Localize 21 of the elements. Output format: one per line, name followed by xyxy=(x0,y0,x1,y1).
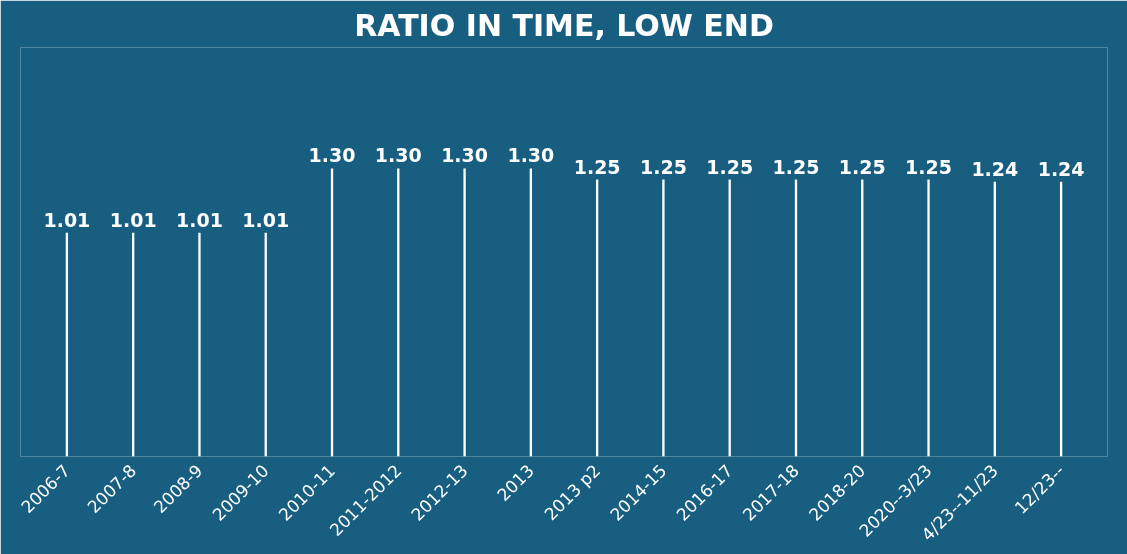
data-label: 1.25 xyxy=(573,155,621,178)
data-label: 1.01 xyxy=(109,208,157,231)
data-label: 1.30 xyxy=(374,144,422,167)
data-label: 1.01 xyxy=(43,208,91,231)
data-label: 1.24 xyxy=(1037,157,1085,180)
bar xyxy=(198,232,201,457)
data-label: 1.25 xyxy=(706,155,754,178)
chart-title: RATIO IN TIME, LOW END xyxy=(354,7,774,43)
data-label: 1.25 xyxy=(905,155,952,178)
data-label: 1.25 xyxy=(838,155,886,178)
data-label: 1.24 xyxy=(971,157,1019,180)
data-label: 1.01 xyxy=(242,208,290,231)
data-label: 1.30 xyxy=(507,144,555,167)
data-label: 1.01 xyxy=(176,208,223,231)
data-label: 1.30 xyxy=(441,144,489,167)
bar xyxy=(927,179,930,457)
data-label: 1.25 xyxy=(639,155,687,178)
data-label: 1.25 xyxy=(772,155,820,178)
data-label: 1.30 xyxy=(308,144,356,167)
bar xyxy=(463,168,466,457)
bar xyxy=(662,179,665,457)
